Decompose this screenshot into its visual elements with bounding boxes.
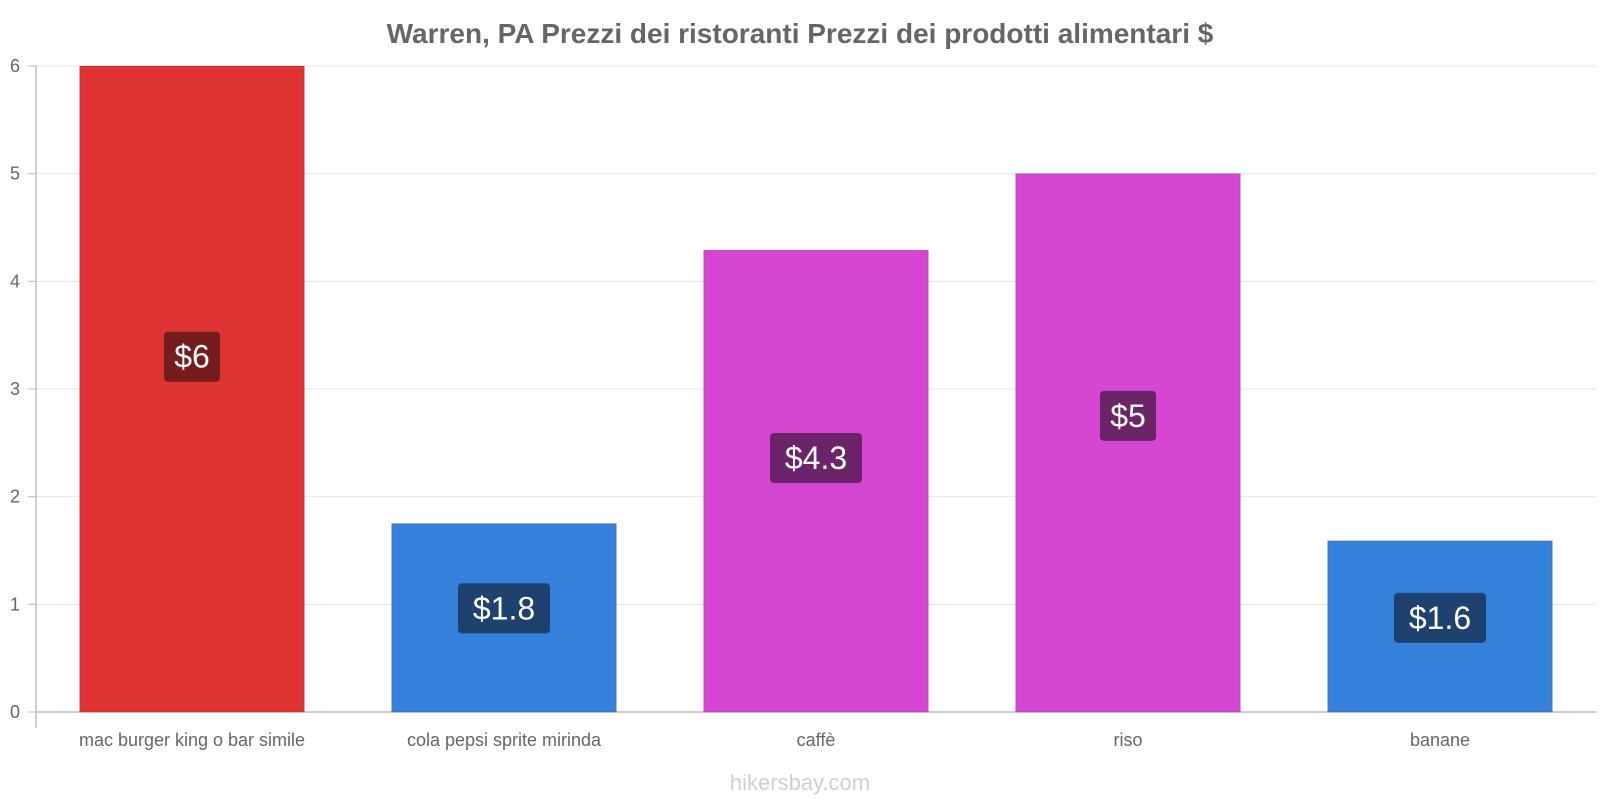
data-label-box	[458, 583, 550, 634]
y-tick-label: 4	[10, 271, 20, 291]
y-tick-label: 3	[10, 379, 20, 399]
chart-title: Warren, PA Prezzi dei ristoranti Prezzi …	[387, 18, 1214, 49]
data-label: $5	[1110, 398, 1146, 434]
x-tick-label: caffè	[797, 730, 836, 750]
x-tick-label: riso	[1113, 730, 1142, 750]
x-tick-label: banane	[1410, 730, 1470, 750]
x-tick-label: mac burger king o bar simile	[79, 730, 305, 750]
data-label: $1.6	[1409, 600, 1471, 636]
y-tick-label: 2	[10, 487, 20, 507]
data-label-box	[164, 331, 220, 382]
x-tick-label: cola pepsi sprite mirinda	[407, 730, 602, 750]
y-tick-label: 0	[10, 702, 20, 722]
data-label: $6	[174, 339, 210, 375]
bar	[79, 65, 305, 713]
y-tick-label: 1	[10, 594, 20, 614]
y-tick-label: 6	[10, 56, 20, 76]
data-label-box	[1100, 390, 1156, 441]
y-tick-label: 5	[10, 164, 20, 184]
data-label-box	[770, 432, 862, 483]
data-label: $1.8	[473, 590, 535, 626]
watermark: hikersbay.com	[730, 770, 870, 795]
data-label: $4.3	[785, 440, 847, 476]
bar	[1015, 173, 1241, 713]
data-label-box	[1394, 592, 1486, 643]
